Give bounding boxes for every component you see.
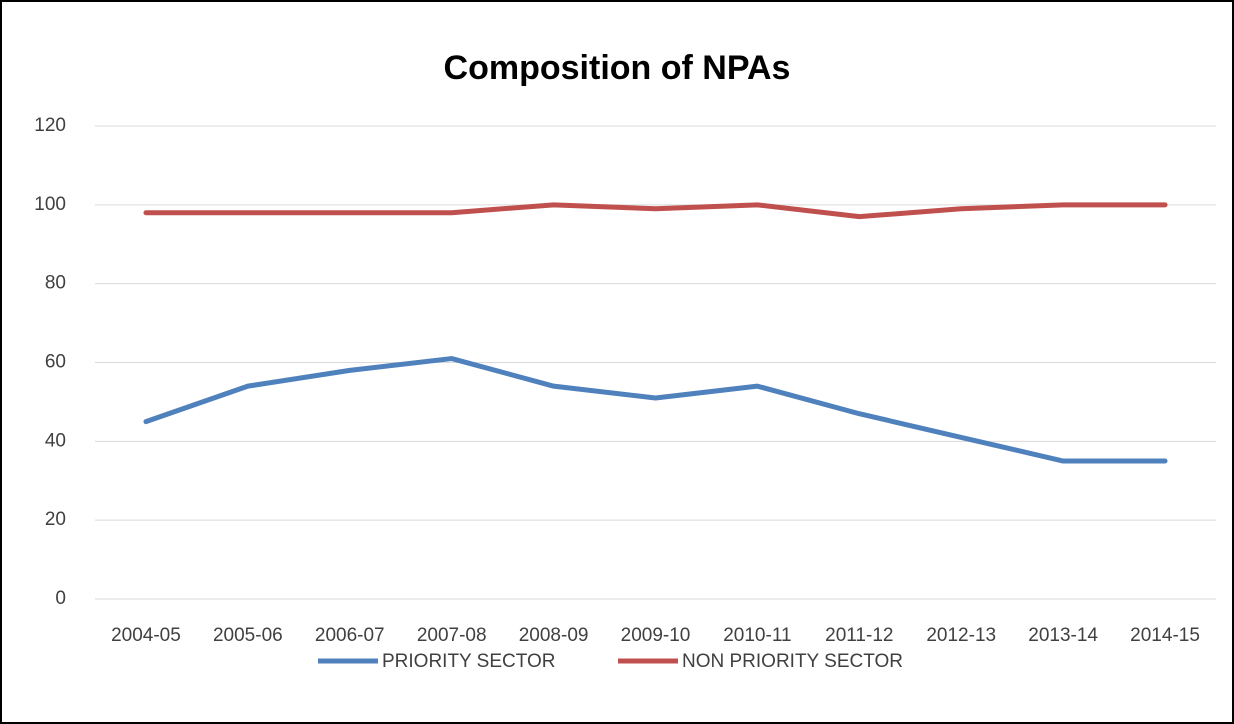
legend-label: NON PRIORITY SECTOR	[682, 651, 903, 672]
y-tick-label: 80	[45, 273, 66, 294]
x-tick-label: 2009-10	[621, 625, 691, 646]
y-tick-label: 60	[45, 352, 66, 373]
x-tick-label: 2006-07	[315, 625, 385, 646]
x-tick-label: 2008-09	[519, 625, 589, 646]
x-tick-label: 2014-15	[1130, 625, 1200, 646]
y-tick-label: 0	[55, 588, 66, 609]
y-tick-label: 40	[45, 430, 66, 451]
series-line	[143, 202, 1168, 220]
x-tick-label: 2007-08	[417, 625, 487, 646]
x-tick-label: 2010-11	[723, 625, 791, 646]
chart-title: Composition of NPAs	[444, 49, 791, 87]
y-tick-label: 120	[34, 115, 66, 136]
y-tick-label: 100	[34, 194, 66, 215]
x-tick-label: 2005-06	[213, 625, 283, 646]
x-tick-label: 2013-14	[1028, 625, 1098, 646]
legend-label: PRIORITY SECTOR	[382, 651, 556, 672]
x-tick-label: 2012-13	[926, 625, 996, 646]
y-tick-label: 20	[45, 509, 66, 530]
series-line	[143, 356, 1168, 464]
x-tick-label: 2004-05	[111, 625, 181, 646]
x-tick-label: 2011-12	[825, 625, 893, 646]
